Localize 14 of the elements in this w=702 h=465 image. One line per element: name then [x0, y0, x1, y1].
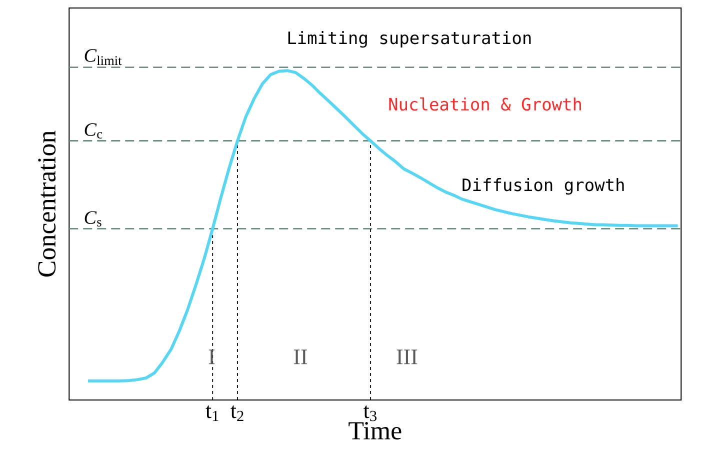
annotation: III: [396, 350, 418, 364]
ref-line-label: C$_{s}$: [84, 211, 102, 226]
annotation: I: [208, 350, 215, 364]
annotation: Diffusion growth: [462, 178, 624, 195]
ref-line-label: C$_{c}$: [84, 123, 102, 139]
y-axis-title: Concentration: [38, 130, 56, 277]
x-tick-label: t$_{3}$: [364, 406, 377, 422]
annotation: II: [294, 350, 308, 364]
x-axis-title: Time: [348, 422, 402, 440]
annotation: Nucleation & Growth: [389, 97, 581, 111]
text: Limiting supersaturation: [288, 31, 531, 48]
x-tick-label: t$_{1}$: [206, 406, 218, 422]
x-tick-label: t$_{2}$: [230, 406, 244, 422]
ref-line-label: C$_{limit}$: [84, 49, 122, 66]
